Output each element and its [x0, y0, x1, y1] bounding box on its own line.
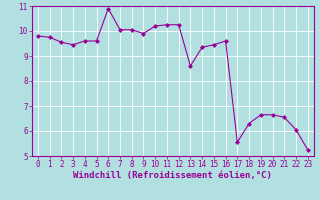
X-axis label: Windchill (Refroidissement éolien,°C): Windchill (Refroidissement éolien,°C): [73, 171, 272, 180]
